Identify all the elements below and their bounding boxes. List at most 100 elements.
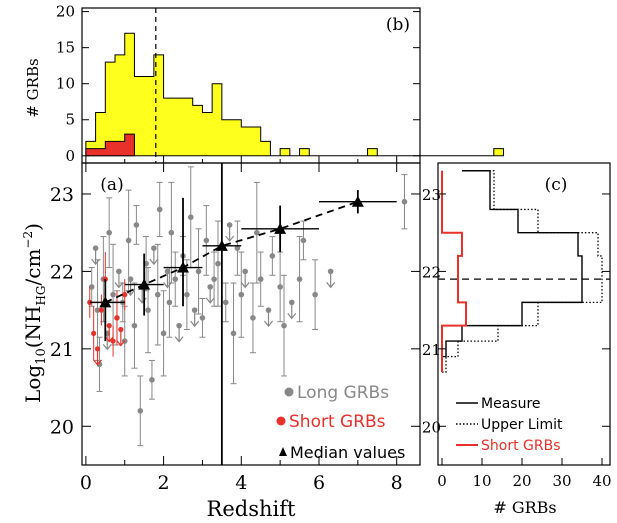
long-grb-point — [327, 268, 334, 275]
long-grb-point — [199, 315, 206, 321]
short-grb-point — [114, 315, 120, 321]
panel-a-ylabel: Log10(NHHG/cm−2) — [21, 223, 49, 403]
panel-a-xtick-label: 2 — [158, 472, 170, 494]
legend-label-measure: Measure — [481, 396, 541, 412]
panel-b-ytick-label: 15 — [56, 39, 75, 57]
long-grb-point — [222, 299, 229, 306]
panel-a-ytick-label: 23 — [50, 184, 74, 206]
panel-c-xtick-label: 40 — [592, 472, 611, 490]
long-grb-point — [195, 268, 202, 275]
histogram-bars-short — [85, 133, 135, 157]
long-grb-point — [110, 291, 116, 298]
long-grb-upper-limit-head — [149, 258, 159, 266]
long-grb-point — [116, 268, 122, 275]
legend-label-long: Long GRBs — [297, 383, 389, 403]
long-grb-upper-limit-head — [240, 282, 250, 289]
panel-c-xtick-label: 30 — [552, 472, 571, 490]
panel-c-xtick-label: 0 — [437, 472, 447, 490]
short-grb-point — [94, 346, 101, 352]
long-grb-point — [207, 284, 214, 290]
panel-c-ytick-label: 23 — [422, 186, 441, 204]
median-point — [99, 296, 112, 308]
panel-b-ytick-label: 10 — [56, 75, 75, 93]
long-grb-point — [172, 276, 179, 282]
long-grb-upper-limit-head — [326, 282, 336, 289]
panel-a-content: 0 2 4 6 8 20 21 22 23 — [50, 163, 420, 494]
legend-marker-long — [284, 387, 294, 397]
panel-b-ytick-label: 5 — [65, 111, 75, 129]
long-grb-point — [215, 260, 221, 267]
legend-marker-median — [279, 447, 287, 456]
legend-label-median: Median values — [290, 443, 405, 462]
panel-c-ytick-label: 20 — [422, 418, 441, 436]
long-grb-upper-limit-head — [163, 282, 172, 289]
histogram-step-measure — [441, 170, 583, 373]
panel-label-b: (b) — [386, 15, 410, 35]
panel-b-ylabel: # GRBs — [24, 58, 42, 117]
histogram-step-short — [441, 170, 467, 373]
panel-a-ytick-label: 21 — [50, 339, 74, 361]
long-grb-point — [269, 253, 276, 259]
long-grb-upper-limit-head — [174, 336, 184, 343]
long-grb-point — [234, 245, 241, 251]
panel-b-ytick-label: 0 — [65, 147, 75, 165]
short-grb-point — [106, 323, 112, 329]
long-grb-point — [145, 307, 151, 313]
panel-a-frame — [81, 162, 421, 466]
panel-c-frame — [437, 162, 611, 466]
long-grb-point — [401, 198, 408, 205]
long-grb-point — [211, 276, 217, 282]
long-grb-upper-limit-head — [91, 258, 101, 266]
legend-label-short-c: Short GRBs — [481, 438, 561, 454]
long-grb-point — [94, 307, 101, 313]
panel-c-ytick-label: 21 — [422, 341, 441, 359]
long-grb-point — [238, 291, 245, 298]
panel-a-xlabel: Redshift — [207, 497, 296, 521]
long-grb-point — [230, 330, 237, 337]
long-grb-point — [265, 307, 272, 313]
panel-c-content: 20 21 22 23 0 10 20 30 40 — [422, 170, 612, 490]
long-grb-point — [226, 222, 233, 228]
long-grb-point — [203, 237, 210, 244]
panel-a-legend: Long GRBs Short GRBs Median values — [276, 383, 405, 462]
histogram-bars-long — [85, 32, 505, 157]
legend-marker-short — [276, 416, 286, 426]
long-grb-upper-limit-head — [205, 297, 215, 304]
long-grb-point — [133, 222, 140, 228]
long-grb-point — [281, 322, 287, 329]
panel-a-xtick-label: 6 — [313, 472, 325, 494]
panel-b-ytick-label: 20 — [56, 3, 75, 21]
long-grb-point — [156, 206, 163, 213]
long-grb-upper-limit-head — [225, 235, 235, 242]
long-grb-point — [242, 268, 248, 275]
panel-c-xlabel: # GRBs — [493, 498, 556, 517]
short-grb-upper-limit-head — [93, 359, 103, 366]
long-grb-point — [254, 229, 260, 236]
long-grb-point — [106, 229, 112, 236]
long-grb-point — [288, 299, 295, 306]
long-grb-upper-limit-head — [287, 313, 297, 320]
legend-label-upper: Upper Limit — [481, 417, 563, 433]
long-grb-point — [92, 245, 99, 251]
panel-a-xtick-label: 0 — [80, 472, 92, 494]
median-point — [177, 261, 190, 273]
short-grb-point — [98, 307, 105, 313]
panel-c-legend: Measure Upper Limit Short GRBs — [456, 396, 563, 454]
panel-a-xtick-label: 4 — [235, 472, 247, 494]
long-grb-upper-limit-head — [264, 320, 273, 328]
short-grb-point — [118, 326, 124, 333]
long-grb-point — [164, 268, 171, 275]
long-grb-upper-limit-head — [190, 320, 200, 328]
median-point — [215, 239, 228, 251]
median-point — [138, 278, 151, 290]
long-grb-point — [277, 284, 283, 290]
long-grb-point — [88, 284, 95, 290]
long-grb-point — [191, 307, 198, 313]
short-grb-point — [110, 338, 116, 344]
panel-a-ytick-label: 22 — [50, 261, 74, 283]
long-grb-point — [125, 237, 132, 244]
panel-c-ytick-label: 22 — [422, 263, 441, 281]
long-grb-point — [250, 315, 256, 321]
long-grb-upper-limit-head — [102, 343, 112, 351]
